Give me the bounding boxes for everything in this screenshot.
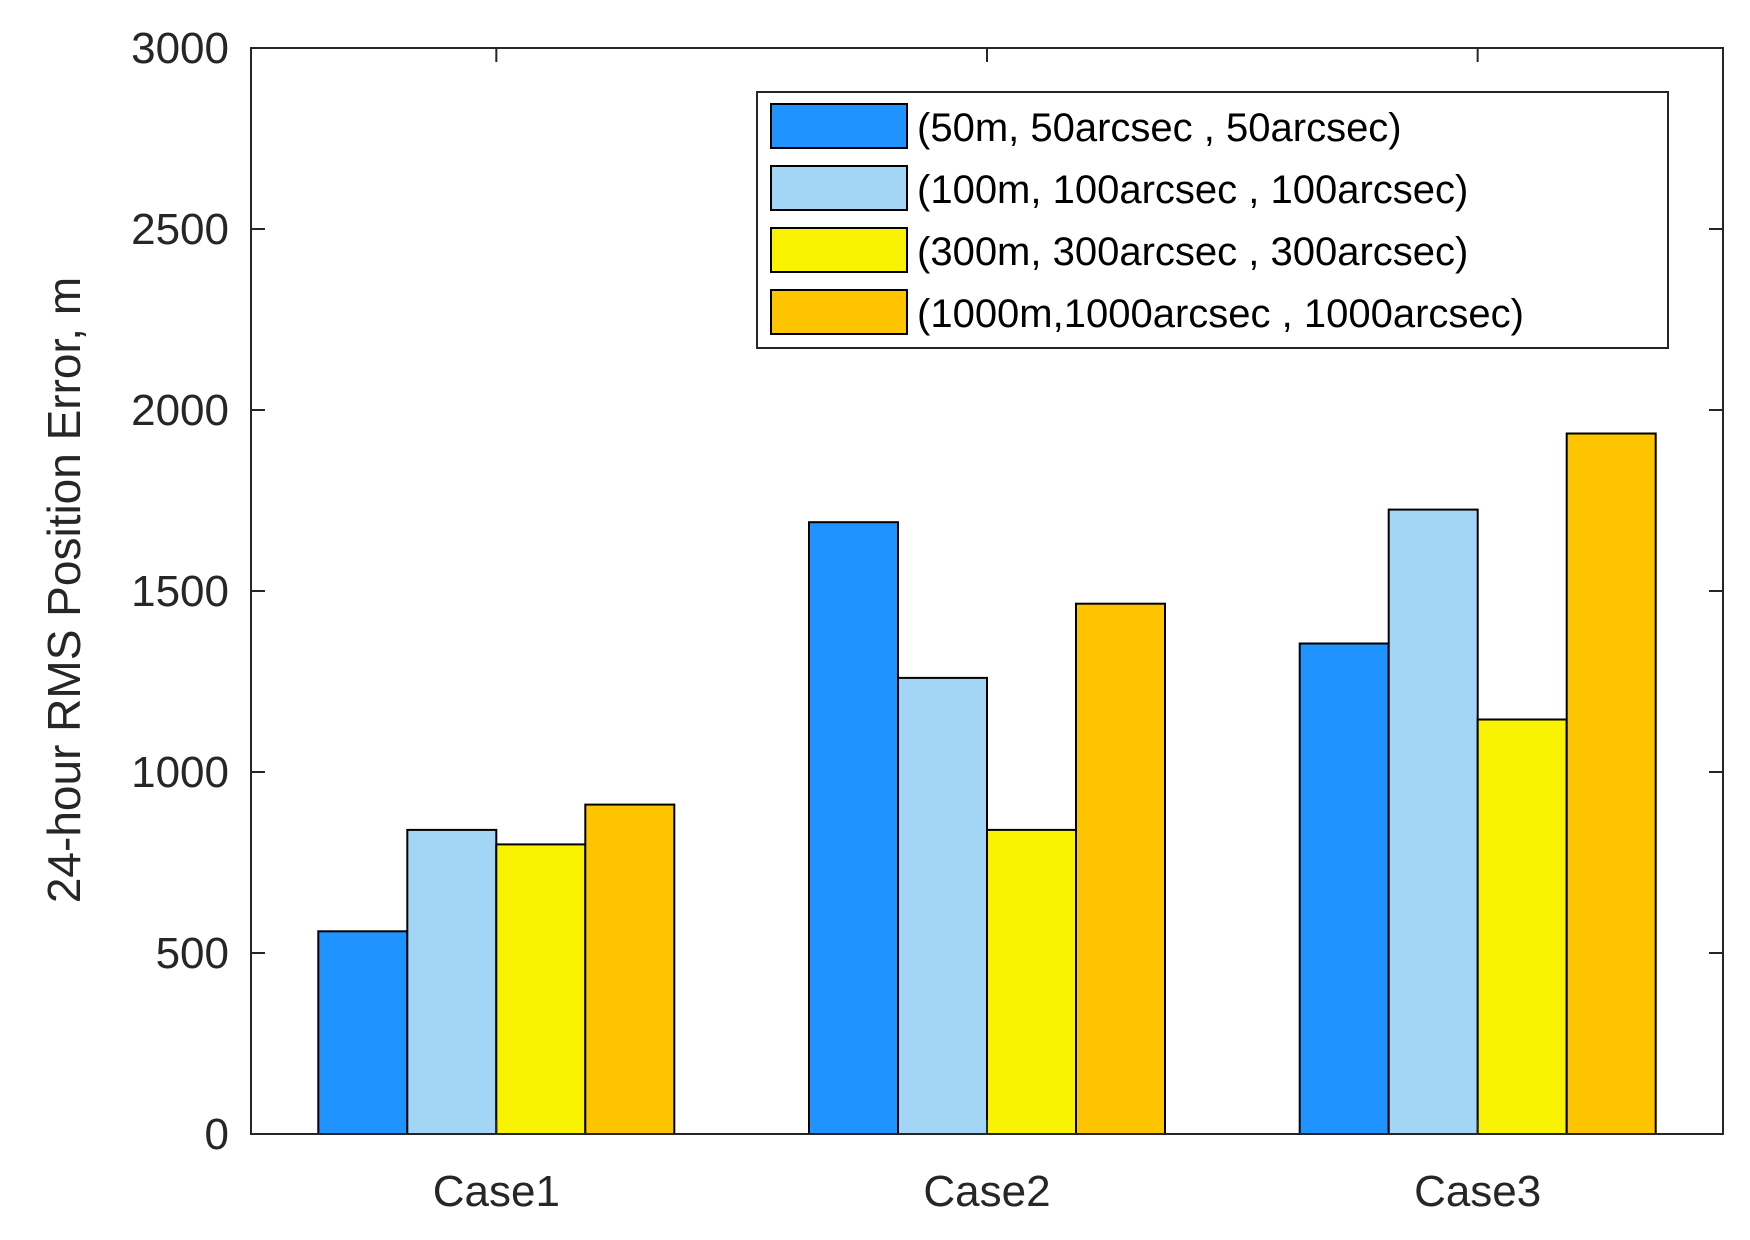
y-tick-label: 0 — [205, 1110, 229, 1159]
x-tick-label: Case3 — [1414, 1167, 1541, 1216]
bars-layer — [317, 432, 1657, 1136]
bar-case3-series-4 — [1565, 432, 1657, 1135]
y-tick-label: 500 — [156, 929, 229, 978]
bar-case2-series-1 — [808, 521, 899, 1135]
y-tick-label: 1500 — [131, 567, 229, 616]
y-axis-label: 24-hour RMS Position Error, m — [38, 277, 90, 903]
legend-label: (1000m,1000arcsec , 1000arcsec) — [917, 292, 1524, 336]
legend-box — [756, 91, 1669, 349]
bar-case3-series-2 — [1387, 508, 1479, 1136]
legend-label: (100m, 100arcsec , 100arcsec) — [917, 168, 1468, 212]
bar-case2-series-3 — [986, 828, 1077, 1136]
x-tick-label: Case1 — [433, 1167, 560, 1216]
bar-case2-series-4 — [1075, 602, 1166, 1135]
legend-swatch — [770, 165, 908, 211]
ticks-layer: Case1 Case2 Case3 0 500 1000 1500 2000 2500 3000 — [131, 24, 1723, 1216]
bar-case3-series-1 — [1298, 642, 1390, 1135]
legend-swatch — [770, 227, 908, 273]
bar-case1-series-3 — [495, 843, 587, 1136]
bar-case1-series-2 — [406, 828, 498, 1136]
bar-case1-series-4 — [584, 803, 676, 1135]
legend-swatch — [770, 289, 908, 335]
legend-label: (300m, 300arcsec , 300arcsec) — [917, 230, 1468, 274]
y-tick-label: 2500 — [131, 205, 229, 254]
y-tick-label: 3000 — [131, 24, 229, 73]
bar-case1-series-1 — [317, 930, 409, 1135]
y-tick-label: 1000 — [131, 748, 229, 797]
legend-label: (50m, 50arcsec , 50arcsec) — [917, 106, 1402, 150]
bar-case3-series-3 — [1476, 718, 1568, 1135]
x-tick-label: Case2 — [923, 1167, 1050, 1216]
legend-swatch — [770, 103, 908, 149]
y-tick-label: 2000 — [131, 386, 229, 435]
bar-case2-series-2 — [897, 676, 988, 1136]
legend: (50m, 50arcsec , 50arcsec) (100m, 100arcs… — [756, 91, 1669, 349]
